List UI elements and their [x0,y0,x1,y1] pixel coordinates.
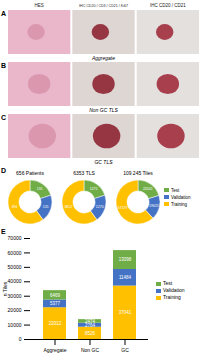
svg-text:2764: 2764 [85,322,95,328]
svg-text:19625: 19625 [149,204,159,208]
svg-text:656 Patients: 656 Patients [16,170,44,176]
svg-text:394: 394 [11,205,17,209]
svg-text:30000: 30000 [8,293,22,299]
svg-text:GC: GC [121,347,129,353]
svg-text:70000: 70000 [8,235,22,241]
svg-text:5377: 5377 [50,301,61,306]
svg-text:6469: 6469 [50,293,61,298]
svg-text:109 245 Tiles: 109 245 Tiles [123,170,153,176]
svg-text:Aggregate: Aggregate [91,55,115,61]
svg-text:1271: 1271 [90,187,98,191]
svg-text:131: 131 [37,187,43,191]
svg-text:IHC CD20 / CD21: IHC CD20 / CD21 [150,3,186,8]
svg-text:50000: 50000 [8,264,22,270]
svg-text:Non GC: Non GC [81,347,99,353]
svg-text:IHC CD20 / CD3 / CD21 / Ki67: IHC CD20 / CD3 / CD21 / Ki67 [79,4,128,8]
svg-text:6353 TLS: 6353 TLS [73,170,95,176]
svg-text:2474: 2474 [85,319,96,324]
svg-text:Aggregate: Aggregate [43,347,66,353]
html-text:Test: Test [163,280,173,286]
svg-text:11484: 11484 [119,275,132,280]
svg-text:37041: 37041 [119,310,132,315]
svg-text:D: D [1,167,6,174]
svg-text:Non GC TLS: Non GC TLS [89,107,118,113]
svg-text:8526: 8526 [85,331,96,336]
svg-text:40000: 40000 [8,278,22,284]
svg-text:60000: 60000 [8,250,22,256]
svg-text:22041: 22041 [143,187,153,191]
svg-text:10000: 10000 [8,322,22,328]
svg-text:Test: Test [171,188,180,193]
svg-text:0: 0 [19,336,22,342]
svg-text:1270: 1270 [96,205,104,209]
svg-text:Training: Training [171,202,188,207]
svg-text:n Tiles: n Tiles [2,281,8,296]
svg-text:B: B [1,62,6,69]
html-text:Training: Training [163,294,181,300]
svg-text:Validation: Validation [171,195,191,200]
svg-text:C: C [1,114,6,121]
svg-text:3812: 3812 [64,205,72,209]
html-text:Validation: Validation [163,287,185,293]
svg-text:131: 131 [43,205,49,209]
svg-text:A: A [1,10,6,17]
svg-text:GC TLS: GC TLS [94,159,113,165]
svg-text:HES: HES [35,3,44,8]
svg-text:67579: 67579 [118,206,128,210]
svg-text:22012: 22012 [49,321,62,326]
svg-text:13098: 13098 [119,257,132,262]
html-text:E: E [1,228,6,235]
svg-text:20000: 20000 [8,307,22,313]
